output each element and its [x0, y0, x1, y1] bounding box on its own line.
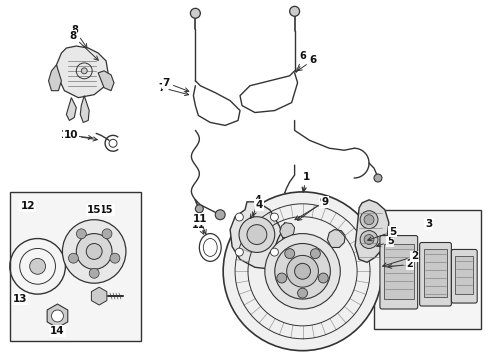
FancyBboxPatch shape: [419, 243, 450, 306]
Bar: [373, 210, 480, 329]
Circle shape: [297, 288, 307, 298]
Text: 6: 6: [295, 51, 305, 72]
Circle shape: [215, 210, 224, 220]
Text: 4: 4: [252, 195, 261, 216]
Text: 6: 6: [297, 55, 316, 71]
Circle shape: [310, 249, 320, 258]
Circle shape: [270, 248, 278, 256]
Circle shape: [264, 234, 340, 309]
Polygon shape: [279, 223, 294, 238]
Text: 4: 4: [250, 200, 263, 219]
Text: 3: 3: [424, 219, 431, 229]
Circle shape: [286, 255, 318, 287]
Circle shape: [89, 268, 99, 278]
Text: 5: 5: [376, 237, 393, 247]
Polygon shape: [56, 46, 108, 98]
Circle shape: [318, 273, 327, 283]
Circle shape: [364, 235, 373, 244]
Circle shape: [30, 258, 45, 274]
Circle shape: [364, 215, 373, 225]
Text: 2: 2: [382, 251, 417, 267]
Circle shape: [246, 225, 266, 244]
Circle shape: [359, 231, 377, 248]
Text: 13: 13: [13, 294, 26, 304]
Text: 11: 11: [192, 214, 206, 234]
Text: 1: 1: [302, 174, 309, 191]
Text: 11: 11: [192, 220, 205, 234]
Text: 15: 15: [87, 205, 101, 215]
Circle shape: [81, 68, 87, 74]
Text: 12: 12: [20, 201, 35, 211]
Circle shape: [110, 253, 120, 263]
Bar: [383, 244, 413, 299]
Circle shape: [235, 213, 243, 221]
Circle shape: [76, 229, 86, 239]
Text: 15: 15: [100, 205, 114, 215]
Text: 5: 5: [367, 226, 395, 241]
Polygon shape: [80, 96, 89, 122]
Text: 8: 8: [71, 25, 87, 48]
Circle shape: [190, 8, 200, 18]
Text: 14: 14: [50, 326, 64, 336]
Text: 7: 7: [158, 83, 188, 95]
Circle shape: [223, 192, 381, 351]
Text: 2: 2: [387, 259, 413, 269]
Polygon shape: [48, 65, 61, 91]
Bar: [10, 192, 141, 341]
Circle shape: [62, 220, 126, 283]
Circle shape: [68, 253, 78, 263]
Text: 12: 12: [20, 201, 35, 211]
Text: 8: 8: [69, 31, 98, 60]
Circle shape: [359, 211, 377, 229]
Text: 14: 14: [51, 326, 64, 336]
Polygon shape: [326, 230, 345, 247]
Text: 1: 1: [302, 172, 309, 192]
Circle shape: [284, 249, 294, 258]
Circle shape: [76, 234, 112, 269]
Bar: [454, 256, 472, 294]
Circle shape: [276, 273, 286, 283]
Polygon shape: [98, 71, 114, 91]
Circle shape: [289, 6, 299, 16]
Text: 9: 9: [297, 197, 325, 220]
Text: 7: 7: [163, 78, 188, 92]
Circle shape: [86, 243, 102, 260]
Circle shape: [235, 248, 243, 256]
Circle shape: [274, 243, 330, 299]
Text: 3: 3: [424, 219, 431, 229]
Polygon shape: [354, 200, 388, 262]
FancyBboxPatch shape: [450, 249, 476, 303]
Text: 9: 9: [294, 197, 328, 220]
Bar: [423, 249, 447, 297]
Circle shape: [294, 264, 310, 279]
Circle shape: [270, 213, 278, 221]
Circle shape: [239, 217, 274, 252]
Polygon shape: [66, 98, 76, 121]
Circle shape: [373, 174, 381, 182]
Polygon shape: [230, 202, 284, 269]
Text: 10: 10: [61, 130, 92, 140]
Circle shape: [195, 205, 203, 213]
FancyBboxPatch shape: [379, 235, 417, 309]
Text: 13: 13: [13, 294, 27, 304]
Circle shape: [51, 310, 63, 322]
Circle shape: [102, 229, 112, 239]
Text: 10: 10: [63, 130, 97, 141]
